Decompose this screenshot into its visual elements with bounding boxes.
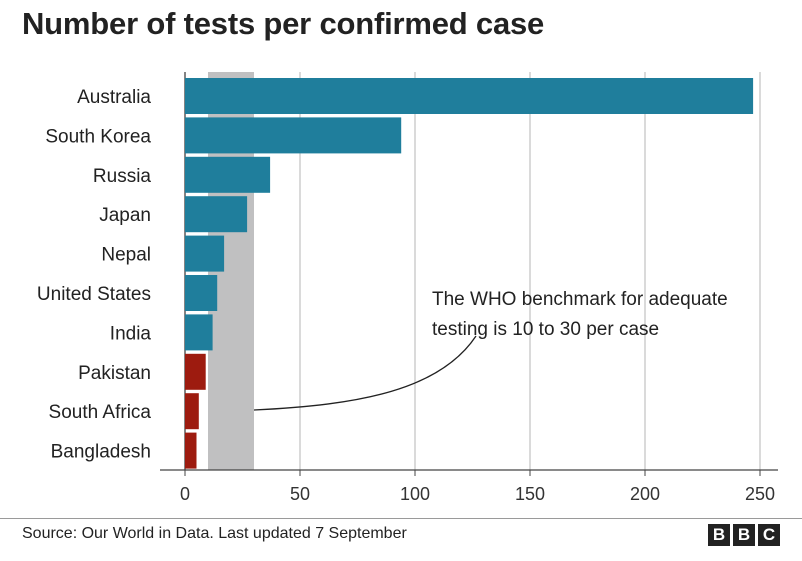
x-tick-label: 100 xyxy=(400,484,430,504)
category-label: United States xyxy=(37,284,151,305)
annotation-text: testing is 10 to 30 per case xyxy=(432,319,659,340)
category-label: Australia xyxy=(77,87,151,108)
category-label: South Korea xyxy=(45,126,151,147)
bar xyxy=(185,314,213,351)
annotation-text: The WHO benchmark for adequate xyxy=(432,289,728,310)
category-labels: Australia South Korea Russia Japan Nepal Unit… xyxy=(37,87,152,463)
category-label: Bangladesh xyxy=(51,442,151,463)
category-label: Russia xyxy=(93,166,152,187)
category-label: Pakistan xyxy=(78,363,151,384)
footer-divider xyxy=(0,518,802,519)
x-tick-label: 150 xyxy=(515,484,545,504)
logo-letter: C xyxy=(758,524,780,546)
x-axis-ticks: 0 50 100 150 200 250 xyxy=(180,470,775,504)
category-label: South Africa xyxy=(49,402,152,423)
category-label: Japan xyxy=(99,205,151,226)
category-label: India xyxy=(110,323,152,344)
annotation-leader-line xyxy=(253,335,477,411)
bar xyxy=(185,393,199,430)
bar-chart: Australia South Korea Russia Japan Nepal Unit… xyxy=(37,72,778,504)
x-tick-label: 250 xyxy=(745,484,775,504)
chart-title: Number of tests per confirmed case xyxy=(22,6,545,41)
source-note: Source: Our World in Data. Last updated … xyxy=(22,525,407,542)
bar xyxy=(185,117,402,154)
bar xyxy=(185,156,271,193)
annotation: The WHO benchmark for adequate testing is… xyxy=(253,289,728,411)
bar xyxy=(185,353,206,390)
logo-letter: B xyxy=(733,524,755,546)
bar xyxy=(185,275,218,311)
x-tick-label: 200 xyxy=(630,484,660,504)
x-tick-label: 0 xyxy=(180,484,190,504)
bar xyxy=(185,78,754,114)
x-tick-label: 50 xyxy=(290,484,310,504)
logo-letter: B xyxy=(708,524,730,546)
bar xyxy=(185,235,225,272)
bar xyxy=(185,196,248,233)
bars xyxy=(185,78,754,469)
category-label: Nepal xyxy=(101,245,151,266)
bar xyxy=(185,432,197,469)
bbc-logo: B B C xyxy=(708,524,780,546)
